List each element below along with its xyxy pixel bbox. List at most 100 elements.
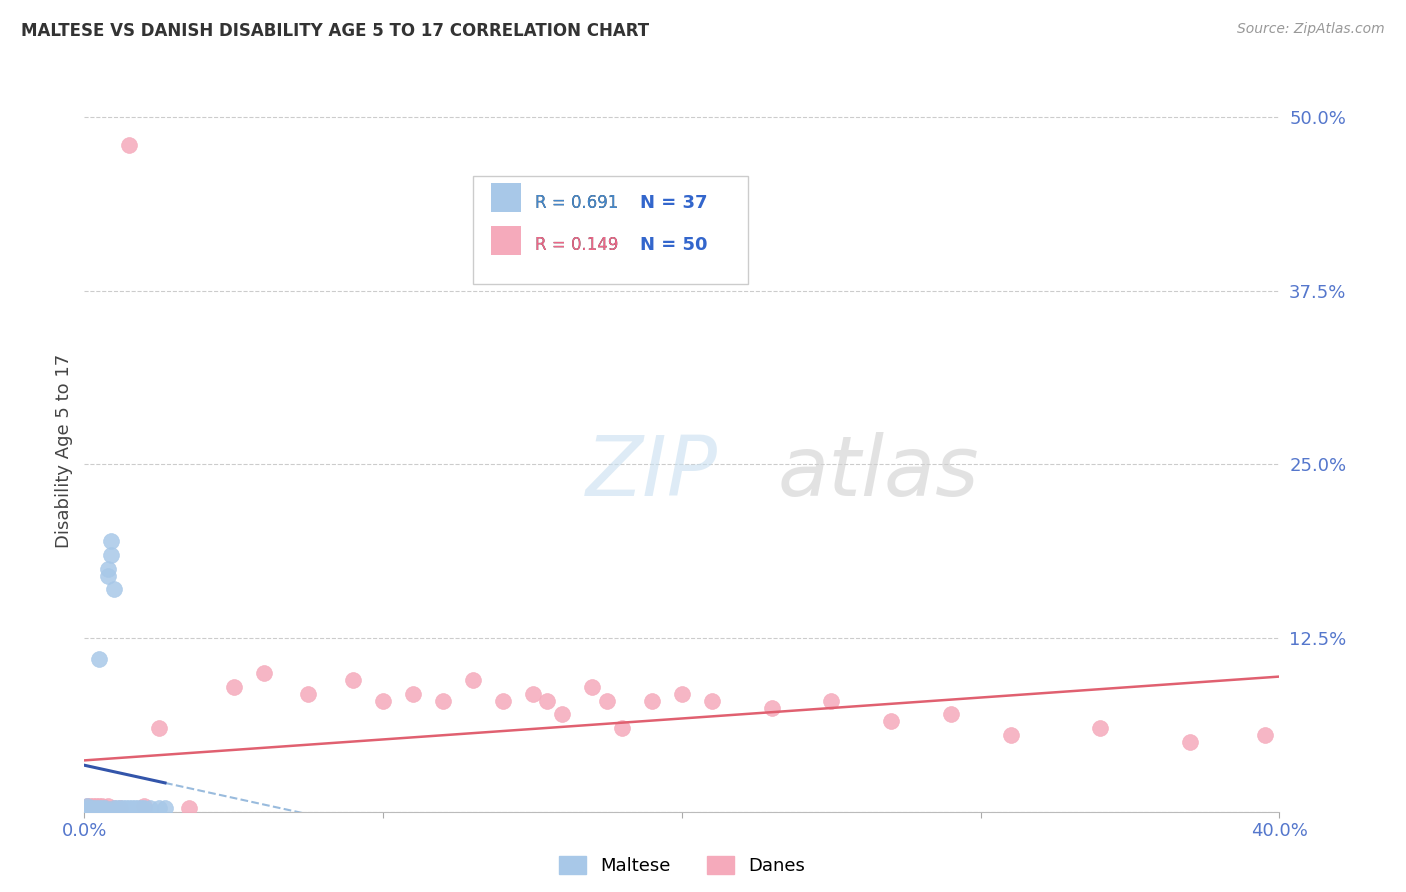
Point xyxy=(124,800,146,814)
Point xyxy=(79,803,101,817)
Text: R = 0.691: R = 0.691 xyxy=(534,194,619,212)
Point xyxy=(91,803,114,817)
Point xyxy=(89,800,111,814)
Point xyxy=(148,800,170,814)
Text: R = 0.149: R = 0.149 xyxy=(534,235,619,254)
Point xyxy=(222,680,245,694)
Point xyxy=(432,693,454,707)
Point xyxy=(77,802,100,816)
Point xyxy=(132,799,156,814)
Bar xyxy=(491,227,520,255)
Point xyxy=(461,673,484,687)
Point xyxy=(76,802,98,816)
Point xyxy=(402,687,425,701)
Point xyxy=(105,800,128,814)
Point xyxy=(79,802,101,816)
Point xyxy=(612,722,634,736)
Y-axis label: Disability Age 5 to 17: Disability Age 5 to 17 xyxy=(55,353,73,548)
Point xyxy=(76,799,98,814)
Point xyxy=(115,800,138,814)
Legend: Maltese, Danes: Maltese, Danes xyxy=(551,848,813,882)
Point xyxy=(551,707,574,722)
Point xyxy=(79,802,101,816)
Point xyxy=(522,687,544,701)
Point xyxy=(1090,722,1112,736)
Point xyxy=(492,693,515,707)
Text: MALTESE VS DANISH DISABILITY AGE 5 TO 17 CORRELATION CHART: MALTESE VS DANISH DISABILITY AGE 5 TO 17… xyxy=(21,22,650,40)
Point xyxy=(139,800,162,814)
Point xyxy=(112,800,135,814)
Point xyxy=(939,707,962,722)
Bar xyxy=(491,183,520,212)
Point xyxy=(253,665,276,680)
Point xyxy=(89,802,111,816)
Point xyxy=(82,799,104,814)
Point xyxy=(94,800,117,814)
Point xyxy=(79,800,101,814)
Point xyxy=(100,548,122,562)
Point xyxy=(82,803,104,817)
Point xyxy=(297,687,319,701)
Point xyxy=(79,799,101,814)
Point xyxy=(820,693,842,707)
Point xyxy=(110,800,132,814)
Point xyxy=(103,800,125,814)
Point xyxy=(94,800,117,814)
Point xyxy=(641,693,664,707)
Point xyxy=(129,800,152,814)
Text: N = 37: N = 37 xyxy=(640,194,707,212)
Point xyxy=(103,800,125,814)
Text: R = 0.691: R = 0.691 xyxy=(534,194,619,212)
Point xyxy=(91,799,114,814)
Point xyxy=(761,700,783,714)
Point xyxy=(86,802,108,816)
Point xyxy=(153,800,176,814)
Point xyxy=(118,137,141,152)
Text: R = 0.149: R = 0.149 xyxy=(534,235,619,254)
Point xyxy=(76,799,98,814)
Point xyxy=(596,693,619,707)
Point xyxy=(1253,728,1275,742)
Point xyxy=(82,800,104,814)
Text: N = 50: N = 50 xyxy=(640,235,707,254)
Point xyxy=(110,800,132,814)
Point xyxy=(79,800,101,814)
Point xyxy=(86,799,108,814)
Point xyxy=(75,800,97,814)
Point xyxy=(91,800,114,814)
Point xyxy=(177,800,200,814)
FancyBboxPatch shape xyxy=(472,176,748,285)
Point xyxy=(89,652,111,666)
Point xyxy=(82,800,104,814)
Text: Source: ZipAtlas.com: Source: ZipAtlas.com xyxy=(1237,22,1385,37)
Point xyxy=(1178,735,1201,749)
Point xyxy=(94,803,117,817)
Point xyxy=(700,693,723,707)
Point xyxy=(121,800,143,814)
Text: ZIP: ZIP xyxy=(586,432,718,513)
Point xyxy=(82,802,104,816)
Point xyxy=(91,802,114,816)
Text: atlas: atlas xyxy=(778,432,979,513)
Point xyxy=(97,568,120,582)
Point xyxy=(76,802,98,816)
Point xyxy=(132,800,156,814)
Point xyxy=(100,533,122,548)
Point xyxy=(97,799,120,814)
Point xyxy=(89,800,111,814)
Point xyxy=(97,561,120,575)
Point xyxy=(103,582,125,597)
Point xyxy=(536,693,558,707)
Point xyxy=(671,687,693,701)
Point xyxy=(1000,728,1022,742)
Point xyxy=(86,800,108,814)
Point xyxy=(118,800,141,814)
Point xyxy=(86,803,108,817)
Point xyxy=(880,714,903,729)
Point xyxy=(89,799,111,814)
Point xyxy=(75,800,97,814)
Point xyxy=(127,800,149,814)
Point xyxy=(342,673,364,687)
Point xyxy=(581,680,603,694)
Point xyxy=(373,693,395,707)
